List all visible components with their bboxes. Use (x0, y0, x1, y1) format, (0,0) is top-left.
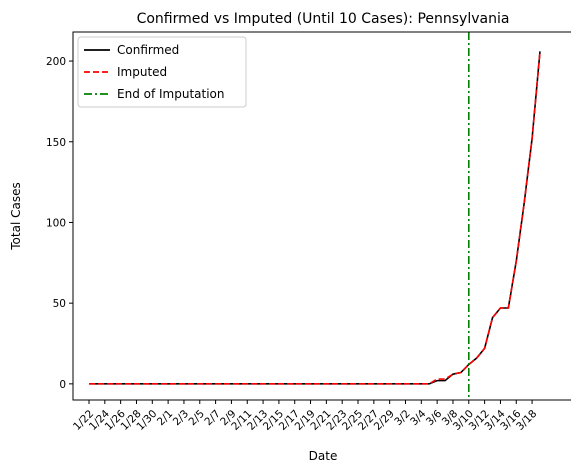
chart-title: Confirmed vs Imputed (Until 10 Cases): P… (137, 11, 510, 27)
y-tick-label: 200 (46, 56, 66, 68)
y-tick-label: 50 (53, 298, 66, 310)
x-axis: 1/221/241/261/281/302/12/32/52/72/92/112… (71, 400, 539, 433)
plot-frame (72, 31, 571, 401)
series-line-imputed (89, 51, 541, 385)
y-axis: 0 50 100 150 200 (46, 56, 73, 391)
plot-area (89, 32, 541, 400)
x-axis-label: Date (309, 449, 338, 463)
y-tick-label: 150 (46, 137, 66, 149)
legend-box (77, 36, 247, 108)
legend-entry: Confirmed (117, 43, 179, 57)
legend-entry: End of Imputation (117, 87, 225, 101)
legend: Confirmed Imputed End of Imputation (77, 36, 247, 108)
y-tick-label: 100 (46, 217, 66, 229)
legend-entry: Imputed (117, 65, 167, 79)
y-axis-label: Total Cases (9, 182, 23, 250)
y-tick-label: 0 (59, 379, 66, 391)
